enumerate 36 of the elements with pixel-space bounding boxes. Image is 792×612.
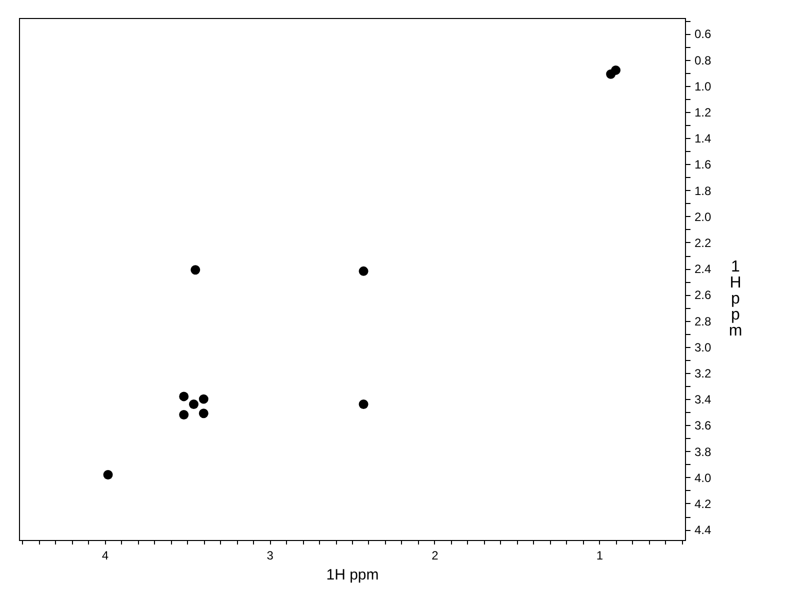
y-tick-label: 0.6	[694, 27, 712, 42]
y-tick-label: 2.8	[694, 314, 712, 328]
point	[198, 394, 208, 404]
y-tick-label: 1.6	[694, 158, 712, 172]
x-tick-label: 3	[266, 548, 274, 562]
x-tick-label: 2	[432, 548, 439, 562]
y-tick-label: 2.4	[694, 262, 712, 276]
x-tick-label: 1	[596, 548, 604, 562]
point	[189, 400, 198, 410]
y-tick-label: 0.8	[694, 53, 712, 68]
point	[358, 266, 368, 276]
point	[103, 470, 113, 480]
y-tick-label: 1.4	[694, 132, 712, 146]
point	[198, 408, 208, 418]
y-tick-label: 3.8	[694, 444, 712, 459]
y-tick-label: 4.4	[694, 523, 712, 538]
y-tick-label: 3.4	[694, 392, 712, 407]
y-axis-title: 1H ppm	[728, 258, 742, 340]
point	[190, 265, 200, 275]
y-tick-label: 3.2	[694, 366, 712, 380]
x-axis-title: 1H ppm	[326, 566, 379, 584]
point	[611, 65, 621, 75]
y-tick-label: 4.2	[694, 496, 712, 511]
point	[179, 392, 189, 402]
y-tick-label: 2.6	[694, 288, 712, 302]
y-tick-label: 1.2	[694, 105, 712, 120]
point	[179, 410, 189, 420]
y-tick-label: 1.0	[694, 79, 712, 94]
point	[358, 400, 368, 410]
y-tick-label: 2.2	[694, 236, 712, 250]
y-tick-label: 4.0	[694, 470, 712, 485]
y-tick-label: 1.8	[694, 184, 712, 198]
y-tick-label: 3.6	[694, 418, 712, 433]
x-tick-label: 4	[102, 548, 109, 562]
y-tick-label: 3.0	[694, 340, 712, 354]
y-tick-label: 2.0	[694, 210, 712, 224]
